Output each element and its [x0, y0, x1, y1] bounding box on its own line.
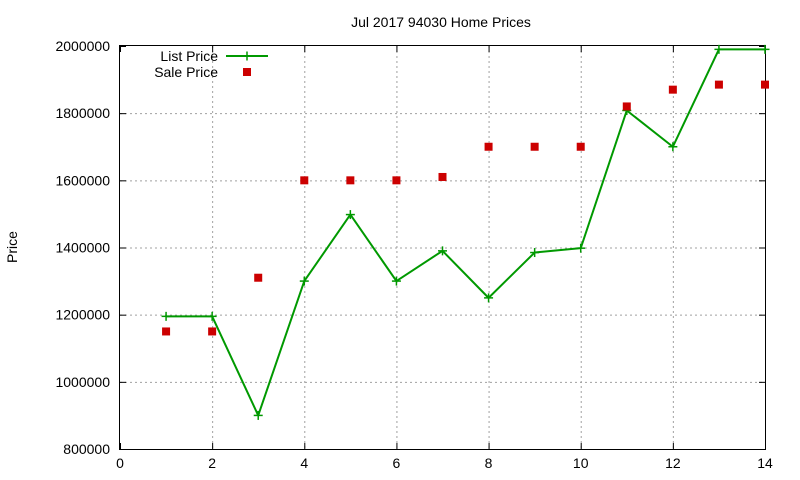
legend-label: Sale Price [154, 64, 218, 80]
sale-price-marker [761, 80, 769, 89]
sale-price-marker [346, 176, 355, 185]
list-price-marker [760, 44, 770, 54]
list-price-marker [484, 293, 494, 303]
list-price-marker [161, 311, 171, 321]
sale-price-marker [484, 142, 493, 151]
sale-price-series [162, 80, 769, 336]
list-price-marker [207, 311, 217, 321]
x-tick-label: 8 [485, 455, 493, 471]
sale-price-marker [576, 142, 585, 151]
sale-price-marker [162, 327, 171, 336]
x-tick-label: 4 [300, 455, 308, 471]
series-layer [161, 44, 770, 420]
x-tick-label: 0 [116, 455, 124, 471]
sale-price-marker [622, 102, 631, 111]
list-price-series [161, 44, 770, 420]
axis-ticks: 800000 1000000 1200000 1400000 1600000 180000… [55, 38, 773, 471]
list-price-marker [668, 142, 678, 152]
y-axis-label: Price [4, 231, 20, 263]
list-price-marker [714, 44, 724, 54]
sale-price-marker [668, 85, 677, 94]
list-price-line [166, 48, 765, 417]
sale-price-marker [392, 176, 401, 185]
x-tick-label: 2 [208, 455, 216, 471]
x-tick-label: 6 [393, 455, 401, 471]
sale-price-marker [300, 176, 309, 185]
x-tick-label: 10 [573, 455, 589, 471]
x-tick-label: 12 [665, 455, 681, 471]
sale-price-marker [243, 68, 251, 76]
list-price-marker [253, 410, 263, 420]
list-price-marker [530, 248, 540, 258]
legend-label: List Price [160, 48, 218, 64]
y-tick-label: 1200000 [55, 307, 110, 323]
list-price-marker [299, 276, 309, 286]
list-price-marker [391, 276, 401, 286]
sale-price-marker [254, 273, 263, 282]
x-tick-label: 14 [757, 455, 773, 471]
y-tick-label: 1800000 [55, 105, 110, 121]
chart-title: Jul 2017 94030 Home Prices [351, 14, 531, 30]
list-price-marker [576, 243, 586, 253]
list-price-marker [242, 51, 252, 61]
plot-frame [119, 45, 766, 450]
sale-price-marker [438, 172, 447, 181]
y-tick-label: 2000000 [55, 38, 110, 54]
sale-price-marker [714, 80, 723, 89]
y-tick-label: 1400000 [55, 240, 110, 256]
sale-price-marker [530, 142, 539, 151]
y-tick-label: 1000000 [55, 374, 110, 390]
grid-lines [120, 46, 765, 449]
list-price-marker [438, 246, 447, 256]
y-tick-label: 800000 [63, 441, 110, 457]
list-price-marker [345, 210, 355, 220]
sale-price-marker [208, 327, 217, 336]
y-tick-label: 1600000 [55, 172, 110, 188]
